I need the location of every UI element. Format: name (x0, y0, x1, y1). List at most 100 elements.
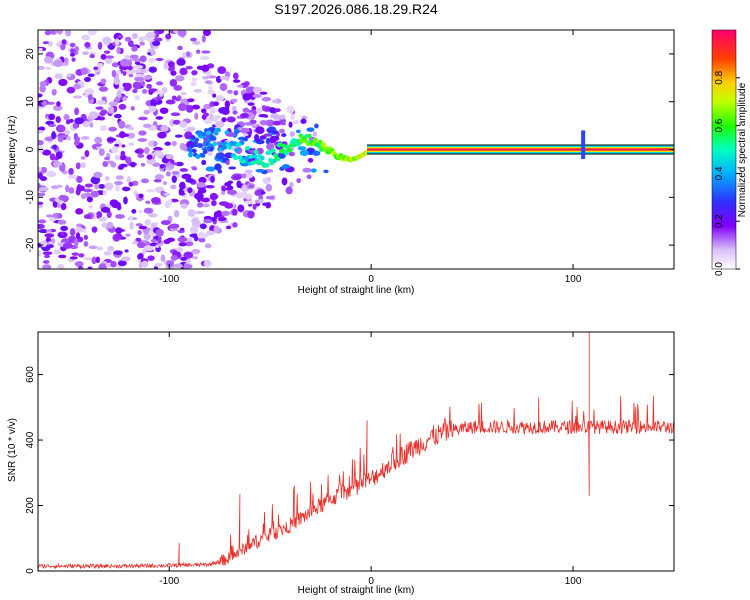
spectrogram-cell (242, 190, 247, 198)
spectrogram-cell (88, 245, 98, 250)
spectrogram-cell (134, 61, 141, 65)
spectrogram-cell (226, 116, 236, 123)
spectrogram-cell (56, 101, 61, 107)
spectrogram-cell (150, 99, 157, 107)
spectrogram-cell (131, 208, 137, 214)
spectrogram-cell (244, 200, 254, 205)
spectrogram-cell (138, 225, 148, 230)
spectrogram-cell (86, 196, 93, 203)
spectrogram-cell (128, 181, 134, 187)
spectrogram-cell (285, 186, 293, 195)
spectrogram-cell (187, 209, 196, 217)
spectrogram-cell (95, 256, 101, 264)
spectrogram-cell (176, 247, 183, 253)
colorbar: 0.0 0.2 0.4 0.6 0.8 Normalized spectral ampl… (711, 29, 748, 276)
spectrogram-cell (143, 75, 153, 80)
spectrogram-cell (185, 104, 194, 113)
spectrogram-cell (248, 112, 254, 118)
spectrogram-cell (40, 166, 48, 174)
spectrogram-cell (258, 199, 264, 203)
spectrogram-cell (122, 70, 127, 76)
spectrogram-cell (279, 118, 287, 124)
spectrogram-cell (42, 251, 53, 256)
spectrogram-cell (134, 77, 144, 82)
spectrogram-cell (154, 174, 164, 180)
y-tick-label: 0 (25, 146, 36, 152)
figure-title: S197.2026.086.18.29.R24 (274, 1, 438, 17)
spectrogram-cell (74, 260, 84, 268)
spectrogram-cell (300, 118, 307, 124)
spectrogram-cell (269, 135, 280, 142)
spectrogram-cell (145, 200, 151, 205)
spectrogram-cell (240, 173, 248, 179)
spectrogram-cell (187, 151, 193, 158)
spectrogram-cell (153, 141, 158, 147)
spectrogram-cell (206, 130, 212, 136)
spectrogram-cell (54, 73, 63, 80)
spectrogram-cell (245, 173, 254, 179)
spectrogram-cell (64, 129, 71, 136)
spectrogram-cell (221, 117, 227, 123)
spectrogram-cell (244, 169, 253, 174)
spectrogram-cell (137, 116, 148, 121)
spectrogram-cell (209, 192, 218, 201)
spectrogram-cell (66, 86, 76, 94)
spectrogram-cell (179, 67, 188, 76)
snr-ticks: -100 0 100 0 200 400 600 (25, 332, 674, 587)
spectrogram-cell (212, 93, 217, 98)
spectrogram-cell (295, 129, 301, 134)
spectrogram-cell (123, 196, 128, 205)
spectrogram-cell (42, 41, 49, 45)
spectrogram-cell (201, 147, 210, 151)
spectrogram-cell (48, 113, 56, 121)
spectrogram-cell (84, 183, 94, 188)
spectrogram-cell (51, 131, 56, 140)
spectrogram-cell (160, 254, 166, 262)
spectrogram-cell (256, 107, 263, 114)
spectrogram-cell (140, 162, 146, 167)
spectrogram-cell (265, 195, 275, 200)
spectrogram-cell (178, 103, 187, 112)
spectrogram-cell (275, 115, 286, 120)
spectrogram-cell (207, 89, 215, 95)
spectrogram-cell (175, 161, 184, 167)
spectrogram-cell (167, 199, 173, 207)
spectrogram-cell (38, 192, 46, 197)
spectrogram-cell (134, 149, 140, 154)
spectrogram-cell (67, 73, 72, 78)
spectrogram-cell (69, 42, 76, 48)
spectrogram-cell (148, 105, 157, 113)
spectrogram-cell (237, 204, 245, 213)
spectrogram-cell (124, 249, 129, 253)
spectrogram-cell (194, 112, 199, 120)
spectrogram-cell (46, 214, 53, 218)
spectrogram-cell (160, 220, 171, 226)
spectrogram-cell (289, 131, 295, 137)
spectrogram-cell (73, 239, 79, 247)
spectrogram-cell (154, 221, 159, 227)
spectrogram-cell (266, 150, 272, 155)
spectrogram-cell (45, 66, 52, 70)
spectrogram-cell (262, 202, 268, 206)
spectrogram-cell (204, 80, 213, 85)
spectrogram-cell (283, 150, 289, 156)
spectrogram-cell (269, 107, 276, 113)
spectrogram-cell (144, 218, 151, 226)
spectrogram-cell (165, 99, 176, 105)
spectrogram-cell (114, 154, 121, 161)
spectrogram-cell (170, 255, 179, 261)
spectrogram-cell (72, 122, 79, 129)
spectrogram-cell (108, 101, 119, 107)
spectrogram-cell (69, 256, 78, 260)
spectrogram-cell (224, 182, 232, 187)
spectrogram-cell (148, 66, 158, 73)
spectrogram-cell (89, 122, 94, 128)
spectrogram-cell (195, 49, 201, 54)
spectrogram-cell (83, 214, 92, 220)
spectrogram-cell (288, 121, 293, 128)
spectrogram-cell (275, 156, 281, 162)
spectrogram-cell (74, 117, 85, 125)
spectrogram-cell (196, 181, 206, 188)
spectrogram-cell (286, 105, 295, 114)
